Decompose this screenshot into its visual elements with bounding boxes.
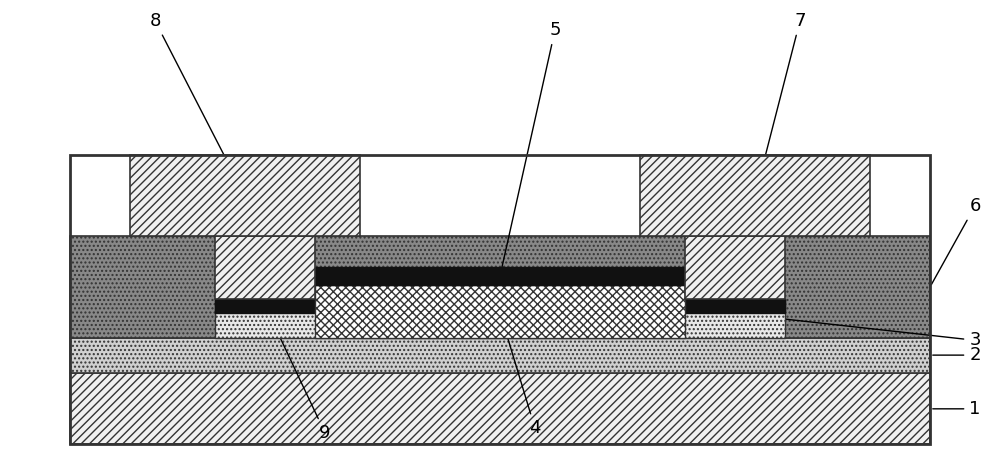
Text: 6: 6 (931, 197, 981, 285)
Bar (315, 267, 685, 285)
Bar (70, 338, 930, 373)
Text: 2: 2 (933, 346, 981, 364)
Text: 7: 7 (756, 12, 806, 193)
Bar (215, 299, 785, 338)
Text: 3: 3 (783, 319, 981, 349)
Bar (70, 155, 930, 444)
Text: 4: 4 (501, 315, 541, 437)
Text: 5: 5 (501, 21, 561, 273)
Bar (70, 236, 930, 338)
Bar (70, 373, 930, 444)
Bar (640, 155, 870, 236)
Text: 9: 9 (266, 308, 331, 442)
Bar (685, 299, 785, 313)
Bar (215, 236, 315, 299)
Bar (315, 285, 685, 338)
Bar (685, 236, 785, 299)
Bar (215, 299, 315, 313)
Bar (130, 155, 360, 236)
Text: 8: 8 (149, 12, 244, 194)
Text: 1: 1 (933, 400, 981, 418)
